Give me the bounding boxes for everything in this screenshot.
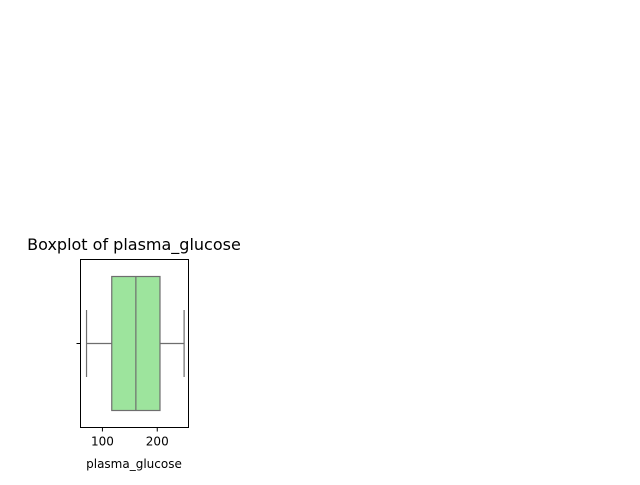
chart-title: Boxplot of plasma_glucose: [27, 235, 241, 255]
x-tick-label: 100: [91, 435, 114, 449]
x-tick-label: 200: [146, 435, 169, 449]
box-layer: [85, 275, 185, 412]
x-axis-label: plasma_glucose: [86, 457, 182, 471]
x-axis-ticks: 100 200: [91, 427, 169, 449]
